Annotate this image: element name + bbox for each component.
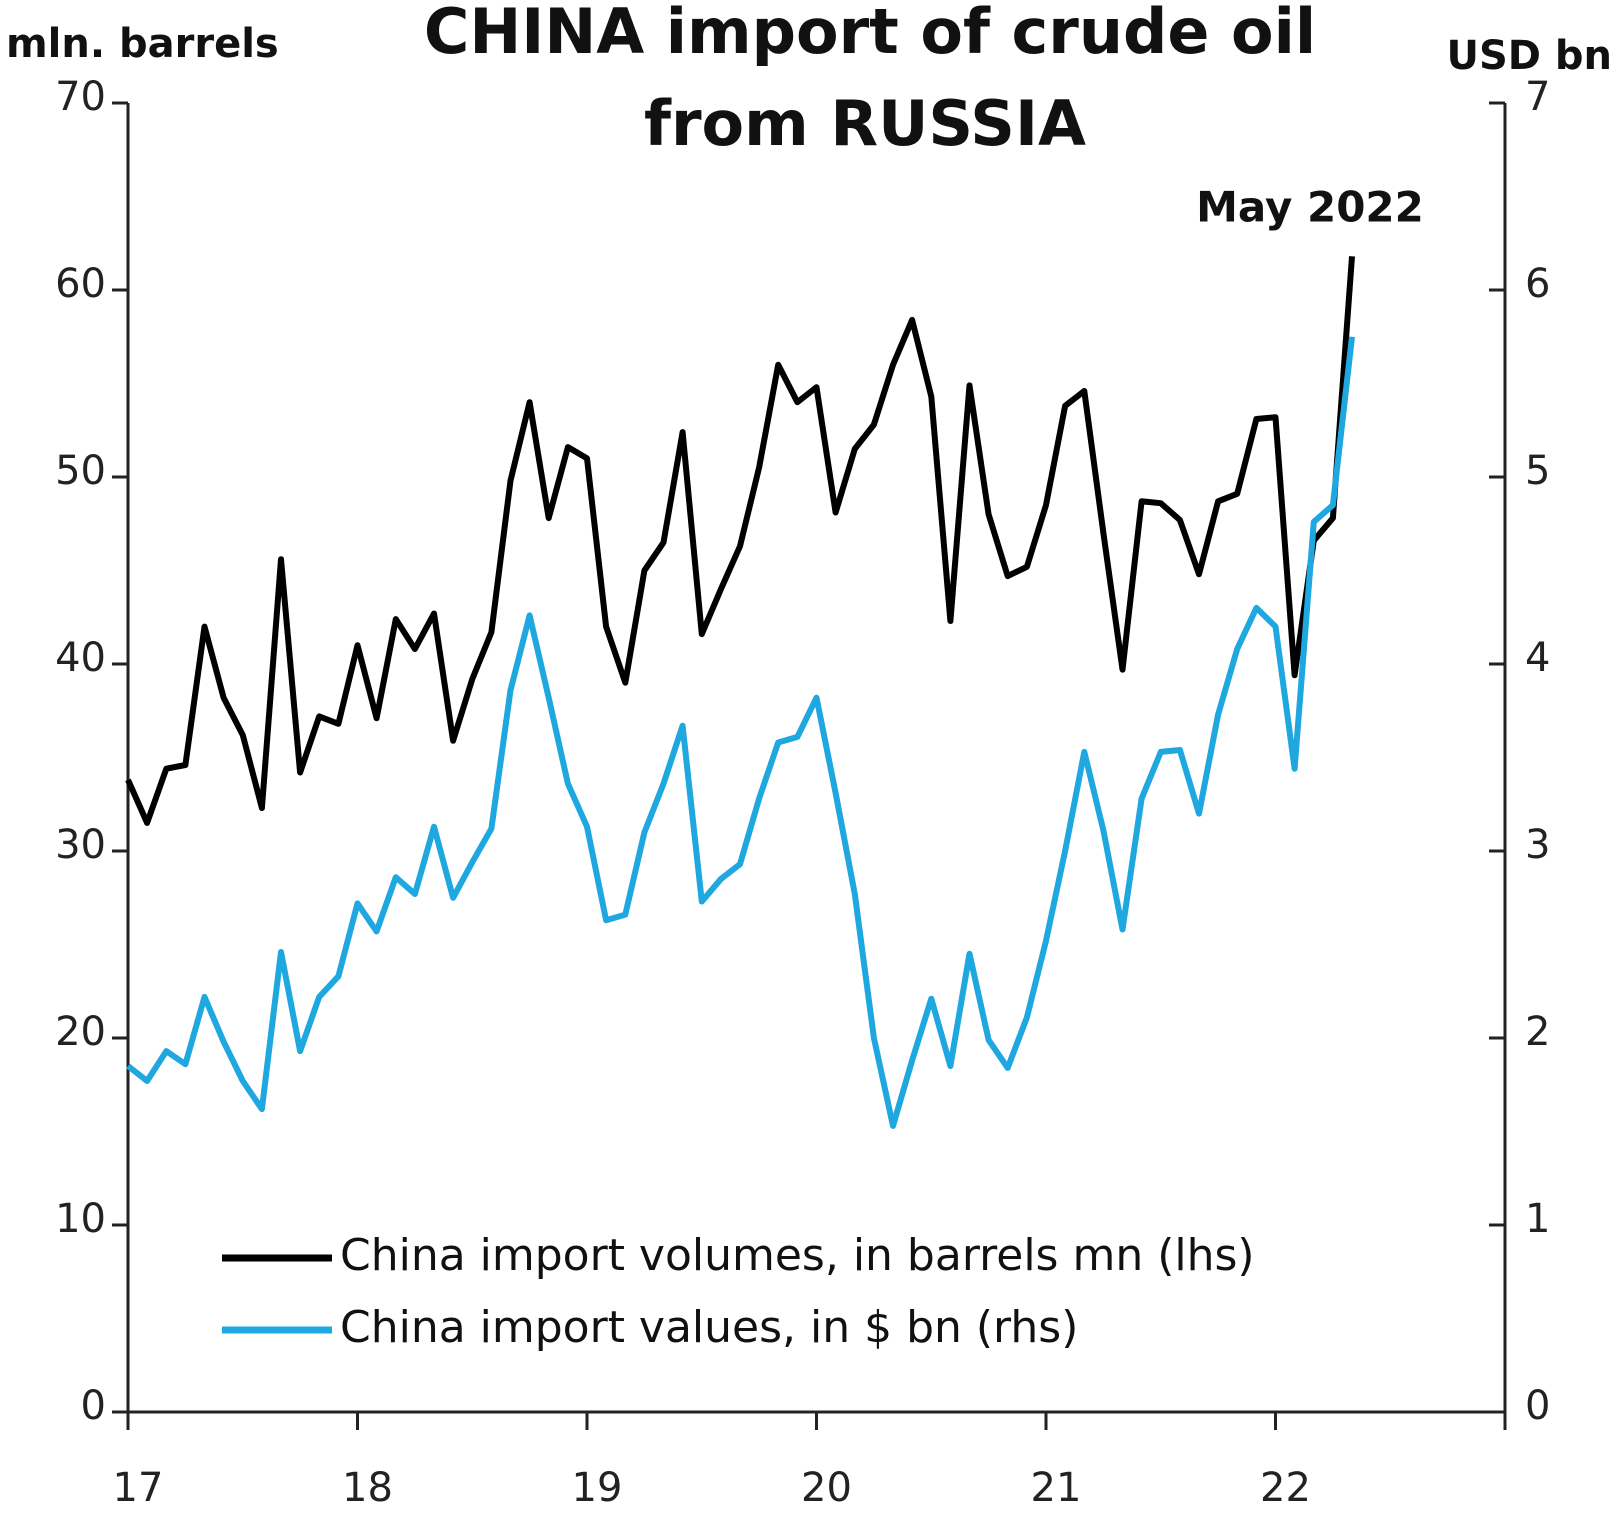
- x-tick-label: 19: [572, 1465, 623, 1511]
- x-tick-label: 21: [1031, 1465, 1082, 1511]
- y2-tick-label: 4: [1525, 635, 1550, 681]
- x-tick-label: 22: [1260, 1465, 1311, 1511]
- y-tick-label: 70: [55, 74, 106, 120]
- annotation: May 2022: [1196, 183, 1424, 232]
- y2-tick-label: 7: [1525, 74, 1550, 120]
- y2-tick-label: 0: [1525, 1383, 1550, 1429]
- chart-title: CHINA import of crude oil: [424, 0, 1316, 68]
- y-tick-label: 30: [55, 822, 106, 868]
- y2-tick-label: 5: [1525, 448, 1550, 494]
- y-tick-label: 50: [55, 448, 106, 494]
- y-tick-label: 0: [81, 1383, 106, 1429]
- y-tick-label: 20: [55, 1009, 106, 1055]
- y2-tick-label: 2: [1525, 1009, 1550, 1055]
- x-tick-label: 17: [113, 1465, 164, 1511]
- y2-axis-label: USD bn: [1446, 33, 1612, 79]
- y2-tick-label: 6: [1525, 261, 1550, 307]
- x-tick-label: 20: [801, 1465, 852, 1511]
- y-tick-label: 60: [55, 261, 106, 307]
- y2-tick-label: 1: [1525, 1196, 1550, 1242]
- y-axis-label: mln. barrels: [6, 21, 279, 67]
- y2-tick-label: 3: [1525, 822, 1550, 868]
- legend-label: China import values, in $ bn (rhs): [340, 1302, 1078, 1353]
- chart-title: from RUSSIA: [644, 87, 1086, 160]
- series-line: [125, 256, 1355, 826]
- y-tick-label: 10: [55, 1196, 106, 1242]
- series-line: [126, 336, 1355, 1129]
- y-tick-label: 40: [55, 635, 106, 681]
- legend-label: China import volumes, in barrels mn (lhs…: [340, 1230, 1255, 1281]
- x-tick-label: 18: [342, 1465, 393, 1511]
